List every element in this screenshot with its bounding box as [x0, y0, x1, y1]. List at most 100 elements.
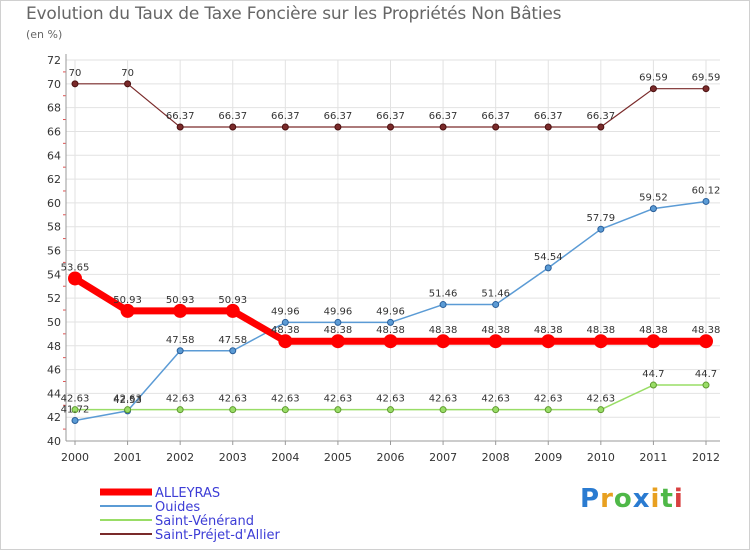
y-tick-label: 48	[47, 340, 61, 353]
data-label-saint-venerand: 42.63	[376, 394, 405, 405]
data-label-saint-venerand: 42.63	[324, 394, 353, 405]
data-point-alleyras	[225, 303, 240, 318]
y-tick-label: 72	[47, 54, 61, 67]
x-tick-label: 2009	[534, 451, 562, 464]
data-point-alleyras	[436, 334, 451, 349]
x-tick-label: 2008	[482, 451, 510, 464]
y-tick-label: 58	[47, 221, 61, 234]
logo-letter: i	[673, 484, 684, 514]
data-point-ouides	[597, 225, 605, 233]
y-tick-label: 46	[47, 364, 61, 377]
data-label-saint-prejet-d-allier: 69.59	[692, 73, 721, 84]
data-label-alleyras: 50.93	[113, 295, 142, 306]
data-point-alleyras	[120, 303, 135, 318]
y-tick-label: 62	[47, 173, 61, 186]
data-label-saint-venerand: 42.63	[587, 394, 616, 405]
logo-letter: o	[613, 484, 633, 514]
y-tick-label: 50	[47, 316, 61, 329]
data-label-alleyras: 48.38	[481, 325, 510, 336]
data-label-saint-venerand: 44.7	[695, 369, 717, 380]
data-point-ouides	[492, 301, 500, 309]
logo-letter: r	[600, 484, 614, 514]
data-label-alleyras: 53.65	[61, 262, 90, 273]
data-label-ouides: 59.52	[639, 193, 668, 204]
data-point-ouides	[387, 318, 394, 326]
data-point-saint-prejet-d-allier	[124, 80, 132, 88]
data-point-saint-venerand	[597, 406, 605, 414]
data-label-layer: 70 70 66.37 66.37 66.37 66.37 66.37 66.37 66.37 6…	[61, 68, 721, 416]
data-point-ouides	[439, 301, 447, 309]
series-layer	[68, 80, 713, 425]
data-point-alleyras	[68, 271, 82, 286]
data-label-alleyras: 48.38	[271, 325, 300, 336]
data-label-ouides: 41.72	[61, 405, 90, 416]
data-point-alleyras	[173, 303, 188, 318]
legend-label-ouides: Ouides	[155, 500, 200, 515]
y-tick-label: 54	[47, 268, 61, 281]
data-point-saint-venerand	[71, 406, 79, 414]
data-label-saint-prejet-d-allier: 66.37	[481, 111, 510, 122]
data-label-saint-prejet-d-allier: 66.37	[324, 111, 353, 122]
data-label-ouides: 47.58	[166, 335, 195, 346]
data-point-saint-prejet-d-allier	[334, 123, 342, 131]
data-label-alleyras: 48.38	[587, 325, 616, 336]
x-tick-label: 2005	[324, 451, 352, 464]
data-point-alleyras	[330, 334, 345, 349]
data-label-saint-venerand: 42.63	[481, 394, 510, 405]
y-tick-label: 40	[47, 435, 61, 448]
data-point-saint-prejet-d-allier	[439, 123, 447, 131]
data-label-saint-venerand: 42.63	[166, 394, 195, 405]
data-point-saint-prejet-d-allier	[176, 123, 184, 131]
y-tick-label: 56	[47, 245, 61, 258]
data-label-ouides: 49.96	[376, 306, 405, 317]
chart-subtitle: (en %)	[26, 28, 63, 41]
data-label-ouides: 57.79	[587, 213, 616, 224]
x-tick-label: 2002	[166, 451, 194, 464]
data-point-ouides	[649, 205, 657, 213]
logo-letter: i	[650, 484, 661, 514]
data-point-saint-venerand	[229, 406, 237, 414]
y-tick-label: 44	[47, 387, 61, 400]
y-tick-label: 68	[47, 102, 61, 115]
data-point-saint-prejet-d-allier	[544, 123, 552, 131]
data-point-alleyras	[383, 334, 398, 349]
x-tick-label: 2001	[114, 451, 142, 464]
x-tick-label: 2000	[61, 451, 89, 464]
logo-letter: P	[580, 484, 601, 514]
data-label-ouides: 42.53	[113, 395, 142, 406]
data-point-saint-prejet-d-allier	[597, 123, 605, 131]
data-label-ouides: 49.96	[324, 306, 353, 317]
data-point-alleyras	[278, 334, 293, 349]
data-point-saint-venerand	[124, 406, 132, 414]
data-label-saint-prejet-d-allier: 66.37	[218, 111, 247, 122]
data-label-ouides: 47.58	[218, 335, 247, 346]
data-label-saint-prejet-d-allier: 70	[69, 68, 82, 79]
x-tick-label: 2006	[377, 451, 405, 464]
data-label-saint-prejet-d-allier: 66.37	[166, 111, 195, 122]
legend-label-alleyras: ALLEYRAS	[155, 486, 220, 501]
data-label-alleyras: 50.93	[166, 295, 195, 306]
data-label-saint-venerand: 42.63	[429, 394, 458, 405]
logo-letter: x	[632, 484, 651, 514]
data-point-alleyras	[488, 334, 503, 349]
data-label-saint-prejet-d-allier: 66.37	[429, 111, 458, 122]
data-label-alleyras: 48.38	[324, 325, 353, 336]
x-tick-label: 2004	[271, 451, 299, 464]
data-label-alleyras: 48.38	[534, 325, 563, 336]
data-point-saint-venerand	[702, 381, 710, 389]
data-point-saint-prejet-d-allier	[281, 123, 289, 131]
data-label-saint-prejet-d-allier: 66.37	[534, 111, 563, 122]
legend-label-saint-prejet-d-allier: Saint-Préjet-d'Allier	[155, 528, 280, 543]
data-label-saint-prejet-d-allier: 69.59	[639, 73, 668, 84]
data-label-saint-venerand: 42.63	[218, 394, 247, 405]
data-label-alleyras: 48.38	[639, 325, 668, 336]
data-point-alleyras	[541, 334, 556, 349]
data-point-alleyras	[593, 334, 608, 349]
data-point-ouides	[702, 197, 710, 205]
chart-title: Evolution du Taux de Taxe Foncière sur l…	[26, 4, 562, 24]
data-label-ouides: 51.46	[429, 289, 458, 300]
y-tick-label: 60	[47, 197, 61, 210]
y-tick-label: 70	[47, 78, 61, 91]
data-label-ouides: 54.54	[534, 252, 563, 263]
